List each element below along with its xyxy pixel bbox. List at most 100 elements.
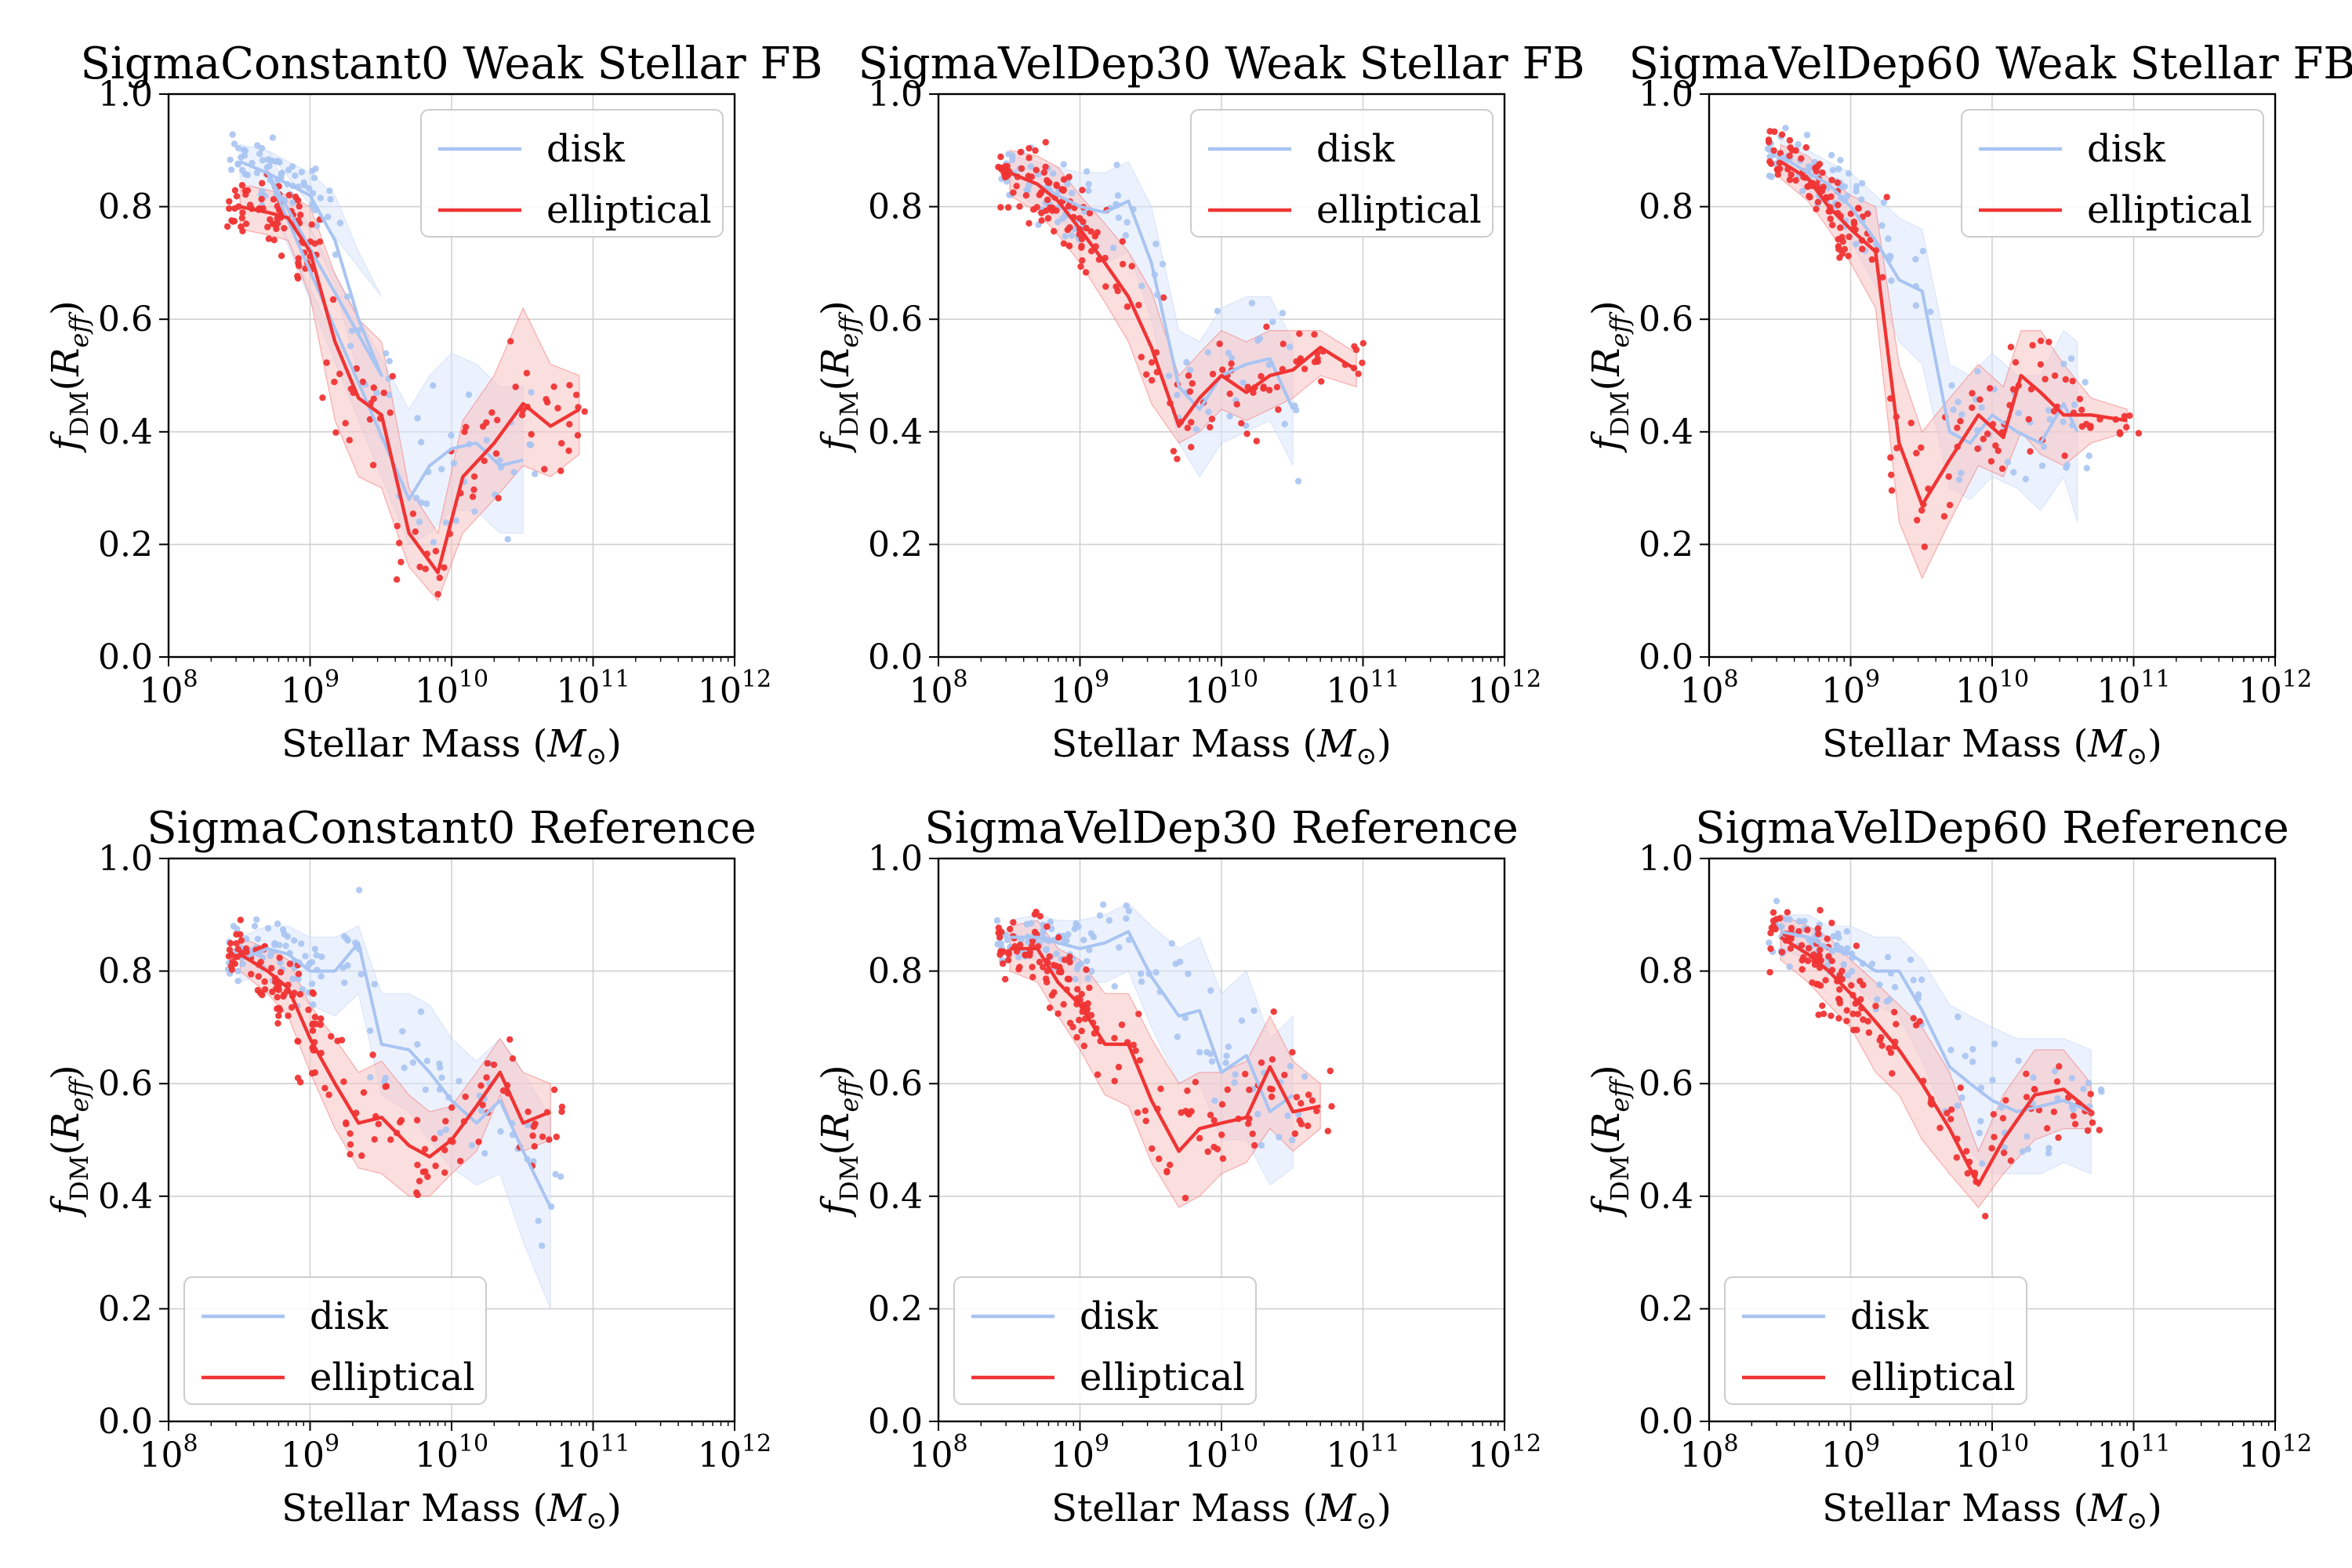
elliptical-point bbox=[1186, 388, 1194, 395]
x-tick-label: 109 bbox=[281, 666, 339, 711]
disk-point bbox=[418, 438, 425, 446]
elliptical-point bbox=[1838, 967, 1846, 975]
elliptical-point bbox=[539, 1133, 546, 1141]
panel-3: 108 109 1010 1011 1012 0.0 0.2 0.4 0.6 0.8 1.0Sigm… bbox=[1584, 38, 2352, 771]
elliptical-point bbox=[2121, 412, 2129, 420]
elliptical-point bbox=[1143, 371, 1150, 378]
elliptical-point bbox=[1998, 465, 2006, 473]
elliptical-point bbox=[1314, 355, 1321, 362]
disk-point bbox=[1947, 1047, 1955, 1054]
disk-point bbox=[2030, 1074, 2037, 1081]
elliptical-point bbox=[1265, 387, 1273, 394]
disk-point bbox=[1258, 1142, 1265, 1149]
elliptical-point bbox=[1947, 1116, 1955, 1123]
disk-point bbox=[442, 1126, 450, 1134]
disk-point bbox=[1978, 404, 1985, 412]
elliptical-point bbox=[1055, 968, 1062, 975]
elliptical-point bbox=[1086, 209, 1094, 217]
elliptical-point bbox=[1083, 966, 1090, 974]
elliptical-point bbox=[1017, 148, 1025, 156]
elliptical-point bbox=[1772, 925, 1779, 933]
disk-point bbox=[299, 985, 307, 993]
disk-point bbox=[1205, 408, 1212, 416]
chart-title: SigmaConstant0 Weak Stellar FB bbox=[81, 38, 823, 89]
elliptical-point bbox=[1073, 1033, 1080, 1041]
elliptical-point bbox=[558, 440, 565, 447]
disk-point bbox=[1109, 245, 1117, 252]
disk-point bbox=[1083, 957, 1091, 965]
disk-point bbox=[1185, 970, 1192, 978]
elliptical-point bbox=[226, 205, 233, 212]
disk-point bbox=[2082, 379, 2089, 386]
plot-area bbox=[995, 139, 1367, 485]
elliptical-point bbox=[1055, 934, 1062, 942]
elliptical-point bbox=[1066, 1019, 1074, 1027]
disk-point bbox=[452, 517, 459, 524]
elliptical-point bbox=[353, 365, 360, 372]
disk-point bbox=[1207, 987, 1214, 994]
elliptical-point bbox=[228, 966, 236, 974]
elliptical-point bbox=[424, 1173, 431, 1181]
elliptical-point bbox=[232, 953, 239, 960]
disk-point bbox=[1281, 420, 1288, 428]
elliptical-point bbox=[1243, 430, 1250, 437]
elliptical-point bbox=[387, 409, 394, 416]
elliptical-point bbox=[550, 383, 557, 390]
elliptical-point bbox=[1769, 917, 1777, 924]
x-tick-label: 1011 bbox=[2096, 1430, 2170, 1475]
y-tick-label: 1.0 bbox=[98, 839, 153, 879]
elliptical-point bbox=[1010, 189, 1017, 196]
elliptical-point bbox=[1017, 942, 1024, 949]
elliptical-point bbox=[1994, 447, 2002, 455]
disk-point bbox=[1088, 967, 1095, 975]
disk-point bbox=[1888, 277, 1895, 285]
disk-point bbox=[2015, 410, 2022, 417]
elliptical-point bbox=[1816, 161, 1824, 168]
elliptical-point bbox=[1004, 956, 1012, 964]
disk-point bbox=[1073, 965, 1081, 973]
disk-point bbox=[229, 131, 236, 138]
elliptical-point bbox=[1087, 228, 1094, 235]
elliptical-point bbox=[2007, 343, 2015, 350]
elliptical-point bbox=[1188, 1108, 1195, 1115]
elliptical-point bbox=[430, 1135, 438, 1142]
panel-5: 108 109 1010 1011 1012 0.0 0.2 0.4 0.6 0.8 1.0Sigm… bbox=[814, 803, 1541, 1535]
disk-point bbox=[277, 959, 284, 966]
elliptical-point bbox=[1118, 1021, 1126, 1029]
x-tick-label: 1012 bbox=[698, 1430, 771, 1475]
elliptical-point bbox=[434, 590, 441, 598]
elliptical-point bbox=[2029, 342, 2036, 349]
elliptical-point bbox=[1115, 1063, 1123, 1071]
elliptical-point bbox=[1774, 171, 1781, 178]
disk-point bbox=[1043, 946, 1050, 954]
elliptical-point bbox=[1835, 245, 1842, 252]
elliptical-point bbox=[340, 1078, 347, 1085]
disk-point bbox=[2052, 1068, 2059, 1075]
disk-point bbox=[1240, 379, 1247, 387]
elliptical-point bbox=[1853, 942, 1860, 949]
elliptical-point bbox=[274, 1020, 281, 1027]
disk-point bbox=[344, 937, 351, 944]
elliptical-point bbox=[1798, 956, 1806, 964]
legend-box bbox=[1961, 109, 2264, 238]
elliptical-point bbox=[1079, 187, 1086, 194]
elliptical-point bbox=[1007, 925, 1014, 933]
elliptical-point bbox=[2076, 395, 2084, 403]
elliptical-point bbox=[1005, 949, 1012, 956]
disk-point bbox=[312, 165, 319, 172]
elliptical-point bbox=[267, 216, 274, 223]
elliptical-point bbox=[558, 1103, 566, 1111]
elliptical-point bbox=[1185, 372, 1192, 379]
y-tick-label: 1.0 bbox=[1639, 74, 1693, 114]
elliptical-point bbox=[2087, 1091, 2094, 1098]
disk-point bbox=[2046, 416, 2053, 423]
elliptical-point bbox=[238, 182, 246, 189]
elliptical-point bbox=[1040, 964, 1047, 971]
disk-point bbox=[1955, 398, 1962, 405]
disk-point bbox=[483, 437, 490, 444]
elliptical-point bbox=[1918, 506, 1926, 514]
x-tick-label: 108 bbox=[909, 666, 967, 711]
legend-label-elliptical: elliptical bbox=[310, 1356, 475, 1399]
elliptical-point bbox=[1046, 1004, 1054, 1011]
